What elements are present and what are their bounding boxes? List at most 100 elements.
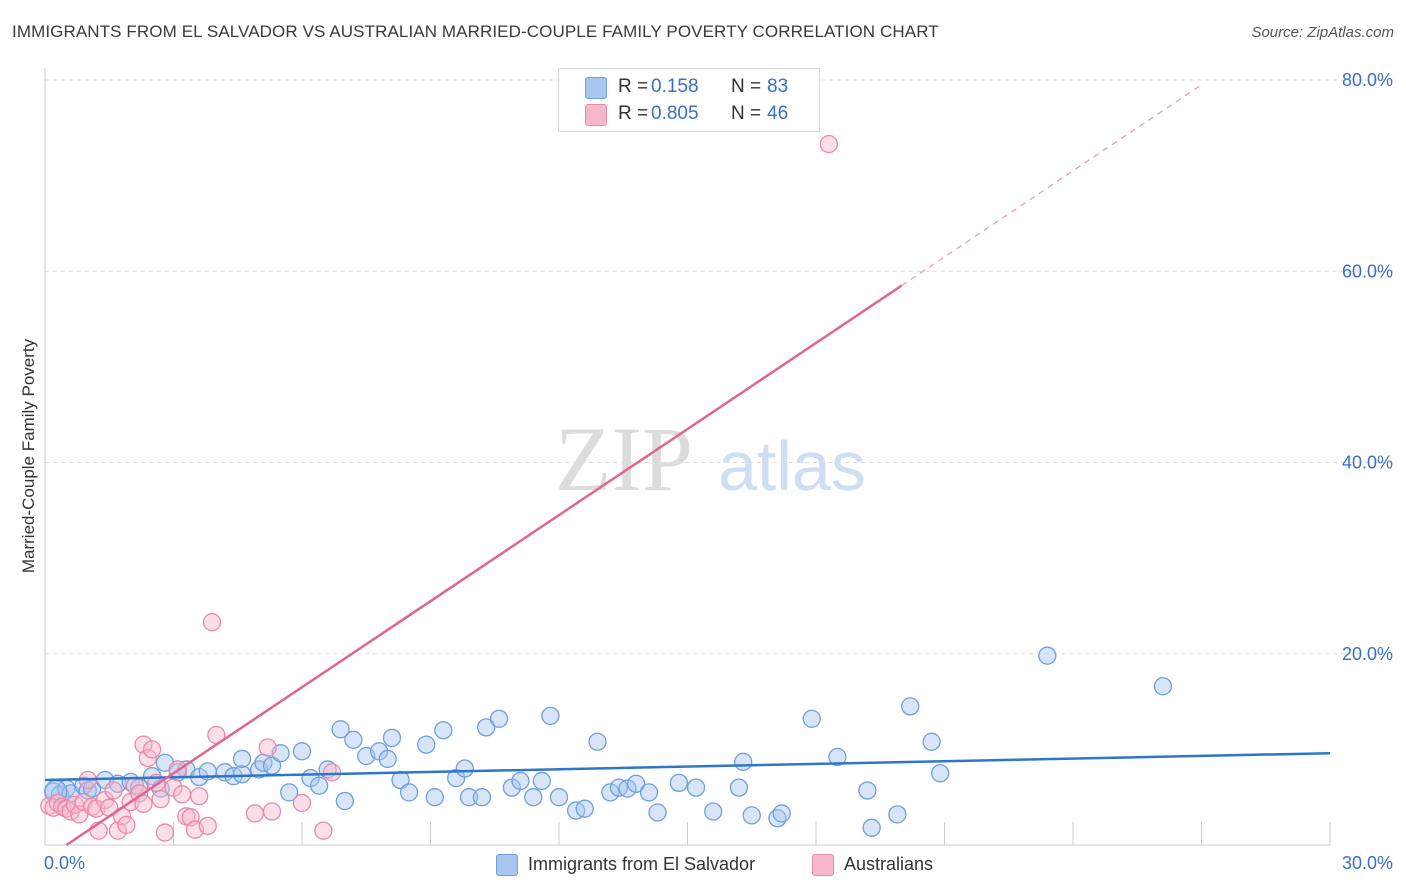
point-el-salvador [279,783,299,802]
point-australians [142,740,162,759]
point-el-salvador [729,778,749,797]
y-tick-label: 40.0% [1342,453,1393,473]
point-australians [104,781,123,800]
legend-swatch-pink [585,104,607,126]
point-el-salvador [669,773,689,792]
point-el-salvador [434,721,453,740]
trend-line-el-salvador [44,751,1331,782]
series-australians-points [40,134,838,842]
point-el-salvador [686,778,706,797]
point-el-salvador [309,776,329,795]
point-el-salvador [888,805,907,824]
point-el-salvador [858,781,877,800]
bottom-legend-label: Immigrants from El Salvador [528,854,756,874]
point-el-salvador [575,799,594,818]
point-el-salvador [459,788,479,807]
point-el-salvador [455,759,474,778]
point-australians [292,793,312,813]
point-australians [245,804,265,823]
point-el-salvador [901,697,920,716]
point-el-salvador [541,706,560,726]
point-australians [138,748,157,768]
point-el-salvador [425,788,444,807]
legend-r-value: 0.158 [651,76,699,97]
point-el-salvador [232,765,252,784]
point-el-salvador [378,749,397,769]
point-australians [314,821,333,840]
point-australians [151,789,170,809]
x-tick-label-min: 0.0% [44,853,85,873]
point-australians [819,134,838,154]
point-australians [258,738,277,757]
point-el-salvador [232,749,252,769]
source-label: Source: ZipAtlas.com [1251,24,1394,41]
point-el-salvador [511,771,530,791]
x-tick-label-max: 30.0% [1342,853,1393,873]
point-el-salvador [862,818,881,837]
point-australians [155,823,175,842]
point-el-salvador [532,771,552,791]
legend-n-value: 83 [767,76,789,97]
point-australians [190,787,209,806]
point-el-salvador [828,747,847,767]
series-el-salvador-points [44,646,1173,837]
bottom-legend-swatch-pink [812,854,834,876]
point-australians [134,794,153,814]
point-el-salvador [734,752,753,771]
point-el-salvador [1038,646,1057,665]
point-el-salvador [344,730,363,749]
legend-swatch-blue [585,77,607,99]
y-tick-label: 20.0% [1342,644,1393,664]
point-el-salvador [335,791,354,811]
point-el-salvador [704,802,723,821]
point-el-salvador [772,804,791,823]
chart-title: IMMIGRANTS FROM EL SALVADOR VS AUSTRALIA… [12,22,939,41]
point-el-salvador [922,732,941,751]
point-el-salvador [639,783,659,802]
legend-n-value: 46 [767,103,789,124]
watermark-zip: ZIP [555,408,693,510]
point-el-salvador [588,732,607,751]
legend-r-value: 0.805 [651,103,699,124]
axes [44,68,1330,846]
point-australians [262,802,282,821]
legend-r-label: R = [618,76,649,97]
point-australians [322,763,342,782]
point-el-salvador [931,764,950,783]
point-el-salvador [399,783,419,802]
y-tick-label: 80.0% [1342,70,1393,90]
point-el-salvador [472,788,492,807]
bottom-legend-label: Australians [844,854,934,874]
point-australians [198,816,217,836]
point-el-salvador [489,709,509,728]
legend-n-label: N = [731,76,762,97]
trend-line-australians-extension [901,84,1202,287]
watermark-atlas: atlas [718,427,866,505]
point-el-salvador [417,735,436,754]
point-el-salvador [802,709,821,728]
y-axis-label: Married-Couple Family Poverty [19,338,38,574]
bottom-legend-swatch-blue [496,854,518,876]
point-el-salvador [477,718,496,737]
point-australians [117,815,136,835]
trend-lines [44,84,1331,847]
correlation-legend: R = 0.158 N = 83 R = 0.805 N = 46 [558,68,820,132]
point-el-salvador [331,720,350,739]
point-el-salvador [549,788,569,807]
point-el-salvador [382,728,402,748]
legend-n-label: N = [731,103,762,124]
legend-r-label: R = [618,103,649,124]
tick-labels: 20.0% 40.0% 60.0% 80.0% 0.0% 30.0% [44,70,1393,873]
point-el-salvador [742,806,761,825]
point-el-salvador [648,803,667,822]
point-el-salvador [524,788,543,807]
point-australians [172,785,192,804]
point-el-salvador [618,779,637,798]
point-el-salvador [626,774,646,793]
trend-line-australians [65,284,903,847]
watermark: ZIP atlas [555,408,866,510]
y-tick-label: 60.0% [1342,261,1393,281]
point-el-salvador [601,783,620,802]
point-australians [202,613,222,632]
